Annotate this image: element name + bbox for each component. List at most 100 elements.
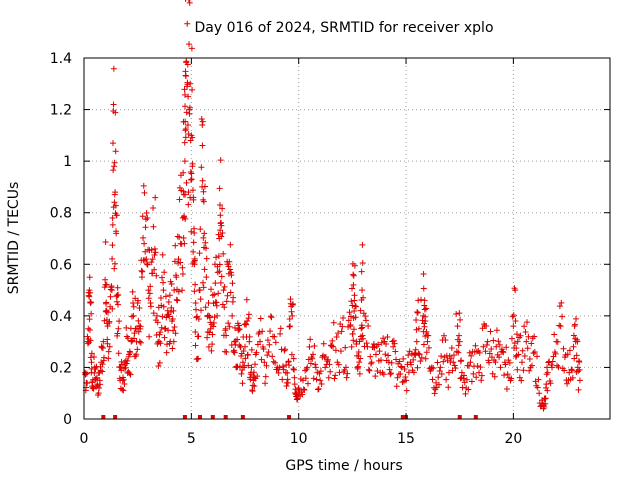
point-plus-mark (352, 314, 359, 321)
point-plus-mark (408, 361, 415, 368)
data-point (212, 280, 219, 287)
point-plus-mark (393, 383, 400, 390)
data-point (170, 338, 177, 345)
data-point (142, 224, 149, 231)
data-point (141, 257, 148, 264)
data-point (191, 230, 198, 237)
point-plus-mark (530, 350, 537, 357)
data-point (434, 359, 441, 366)
data-point (141, 189, 148, 196)
data-point (113, 298, 120, 305)
point-plus-mark (111, 163, 118, 170)
point-plus-mark (189, 160, 196, 167)
data-point (184, 121, 191, 128)
point-plus-mark (401, 365, 408, 372)
data-point (351, 292, 358, 299)
point-plus-mark (160, 287, 167, 294)
point-plus-mark (442, 336, 449, 343)
data-point (413, 317, 420, 324)
point-plus-mark (249, 382, 256, 389)
data-point (451, 362, 458, 369)
data-point (257, 338, 264, 345)
data-point (179, 264, 186, 271)
point-plus-mark (243, 321, 250, 328)
point-plus-mark (176, 196, 183, 203)
point-plus-mark (559, 313, 566, 320)
point-plus-mark (279, 363, 286, 370)
data-point (317, 368, 324, 375)
data-point (304, 380, 311, 387)
point-plus-mark (121, 365, 128, 372)
data-point (401, 365, 408, 372)
data-point (402, 373, 409, 380)
data-point (104, 323, 111, 330)
point-plus-mark (153, 312, 160, 319)
data-point (356, 370, 363, 377)
point-plus-mark (189, 134, 196, 141)
point-plus-mark (179, 264, 186, 271)
point-plus-mark (555, 364, 562, 371)
point-plus-mark (384, 333, 391, 340)
gap-marker (182, 415, 187, 419)
data-point (290, 355, 297, 362)
point-plus-mark (307, 336, 314, 343)
data-point (93, 374, 100, 381)
data-point (192, 329, 199, 336)
point-plus-mark (549, 358, 556, 365)
data-point (307, 360, 314, 367)
data-point (145, 295, 152, 302)
point-plus-mark (136, 338, 143, 345)
point-plus-mark (226, 266, 233, 273)
point-plus-mark (185, 201, 192, 208)
data-point (414, 364, 421, 371)
data-point (249, 388, 256, 395)
point-plus-mark (510, 323, 517, 330)
data-point (473, 348, 480, 355)
data-point (148, 246, 155, 253)
data-point (367, 360, 374, 367)
point-plus-mark (355, 363, 362, 370)
point-plus-mark (170, 327, 177, 334)
data-point (116, 363, 123, 370)
point-plus-mark (244, 318, 251, 325)
point-plus-mark (423, 349, 430, 356)
data-point (136, 304, 143, 311)
point-plus-mark (125, 335, 132, 342)
data-point (243, 321, 250, 328)
point-plus-mark (176, 234, 183, 241)
data-point (88, 310, 95, 317)
point-plus-mark (477, 364, 484, 371)
point-plus-mark (497, 364, 504, 371)
point-plus-mark (111, 260, 118, 267)
point-plus-mark (208, 286, 215, 293)
data-point (162, 325, 169, 332)
point-plus-mark (112, 202, 119, 209)
data-point (531, 348, 538, 355)
data-point (410, 356, 417, 363)
data-point (223, 298, 230, 305)
data-point (215, 253, 222, 260)
point-plus-mark (181, 86, 188, 93)
data-point (136, 338, 143, 345)
data-point (246, 333, 253, 340)
data-point (377, 357, 384, 364)
data-point (511, 340, 518, 347)
data-point (403, 377, 410, 384)
data-point (486, 359, 493, 366)
point-plus-mark (159, 274, 166, 281)
data-point (420, 285, 427, 292)
data-point (164, 307, 171, 314)
point-plus-mark (311, 342, 318, 349)
data-point (142, 216, 149, 223)
point-plus-mark (359, 324, 366, 331)
y-tick-label: 0.6 (50, 257, 72, 273)
data-point (510, 312, 517, 319)
data-point (327, 368, 334, 375)
point-plus-mark (387, 371, 394, 378)
data-point (248, 364, 255, 371)
point-plus-mark (258, 356, 265, 363)
data-point (190, 196, 197, 203)
data-point (151, 251, 158, 258)
point-plus-mark (203, 255, 210, 262)
data-point (156, 359, 163, 366)
